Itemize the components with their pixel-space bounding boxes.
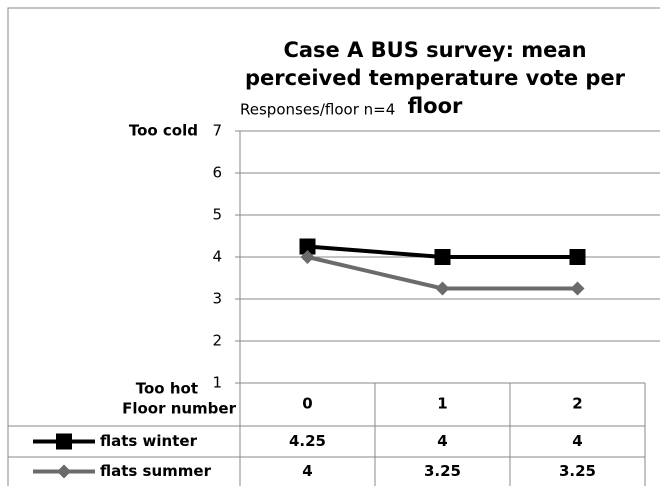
x-tick-label: 2: [572, 395, 582, 413]
legend-label: flats summer: [100, 462, 212, 480]
legend-marker: [56, 433, 72, 450]
y-tick-label: 6: [212, 164, 222, 182]
table-value: 3.25: [424, 462, 461, 480]
table-value: 3.25: [559, 462, 596, 480]
y-top-label: Too cold: [129, 122, 198, 140]
chart-subtitle: Responses/floor n=4: [240, 101, 395, 119]
data-point: [299, 238, 316, 255]
y-tick-label: 7: [212, 122, 222, 140]
data-point: [569, 249, 586, 265]
chart-frame: [7, 7, 660, 486]
data-point: [570, 281, 585, 296]
chart-title: Case A BUS survey: mean perceived temper…: [245, 38, 625, 118]
y-bottom-label: Too hot: [136, 380, 198, 398]
x-tick-label: 0: [302, 395, 312, 413]
legend-label: flats winter: [100, 432, 198, 450]
table-value: 4: [572, 432, 582, 450]
legend-marker: [57, 464, 71, 479]
y-tick-label: 3: [212, 290, 222, 308]
data-point: [435, 281, 450, 296]
x-tick-label: 1: [437, 395, 447, 413]
data-point: [300, 250, 315, 264]
y-tick-label: 5: [212, 206, 222, 224]
table-value: 4: [302, 462, 312, 480]
x-axis-label: Floor number: [122, 400, 237, 418]
table-value: 4: [437, 432, 447, 450]
data-point: [434, 249, 451, 265]
y-tick-label: 1: [212, 374, 222, 392]
y-tick-label: 4: [212, 248, 222, 266]
table-value: 4.25: [289, 432, 326, 450]
y-tick-label: 2: [212, 332, 222, 350]
